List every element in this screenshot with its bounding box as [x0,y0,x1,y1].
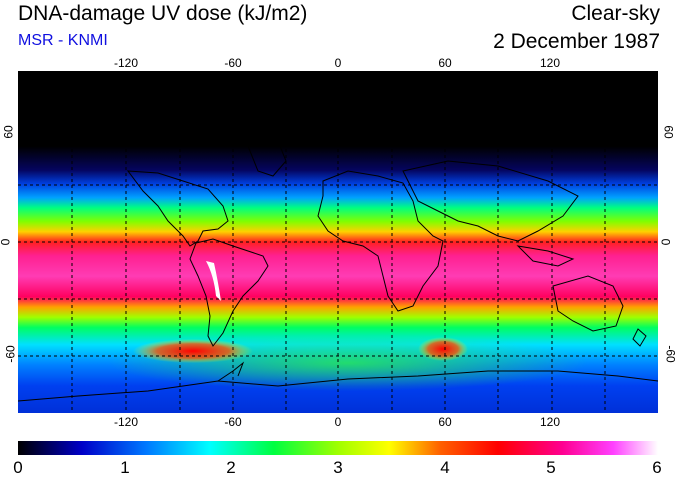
left-latitude-tick: -60 [3,345,18,363]
coastlines [18,140,658,402]
data-source-label: MSR - KNMI [18,32,108,49]
top-longitude-tick: -120 [113,56,139,70]
andes-high-dose [206,261,221,301]
colorbar-tick: 6 [652,458,662,477]
graticule [18,71,658,413]
colorbar-tick: 1 [120,458,130,477]
africa-europe-coast [317,170,444,312]
bottom-longitude-tick: 120 [539,415,561,429]
bottom-longitude-tick: 60 [438,415,452,429]
indonesia-coast [516,245,575,267]
colorbar-tick: 2 [226,458,236,477]
left-latitude-tick: 0 [0,239,12,246]
colorbar [18,441,658,455]
south-america-coast [189,238,269,347]
colorbar-tick: 3 [333,458,343,477]
hotspot-south-indian [418,337,468,361]
uv-dose-map-canvas [18,71,658,413]
right-latitude-tick: -60 [663,345,678,363]
colorbar-tick: 0 [13,458,23,477]
hotspot-south-pacific [133,339,253,363]
bottom-longitude-tick: 0 [334,415,342,429]
antarctica-coast [18,370,658,402]
top-longitude-tick: 0 [334,56,342,70]
right-latitude-tick: 60 [661,125,676,139]
map-title: DNA-damage UV dose (kJ/m2) [18,2,308,25]
asia-coast [402,160,579,242]
map-date: 2 December 1987 [493,30,660,53]
uv-dose-map [18,71,658,413]
top-longitude-tick: 120 [539,56,561,70]
colorbar-gradient [18,441,658,455]
right-latitude-tick: 0 [658,238,673,246]
left-latitude-tick: 60 [1,125,16,139]
new-zealand-coast [632,328,647,347]
top-longitude-tick: 60 [438,56,452,70]
bottom-longitude-tick: -120 [113,415,139,429]
colorbar-tick: 5 [546,458,556,477]
north-america-coast [126,170,229,247]
australia-coast [552,275,624,332]
top-longitude-tick: -60 [224,56,242,70]
bottom-longitude-tick: -60 [224,415,242,429]
sky-condition-label: Clear-sky [571,2,660,25]
antarctic-peninsula [217,361,245,382]
colorbar-tick: 4 [440,458,450,477]
greenland-coast [247,140,287,177]
